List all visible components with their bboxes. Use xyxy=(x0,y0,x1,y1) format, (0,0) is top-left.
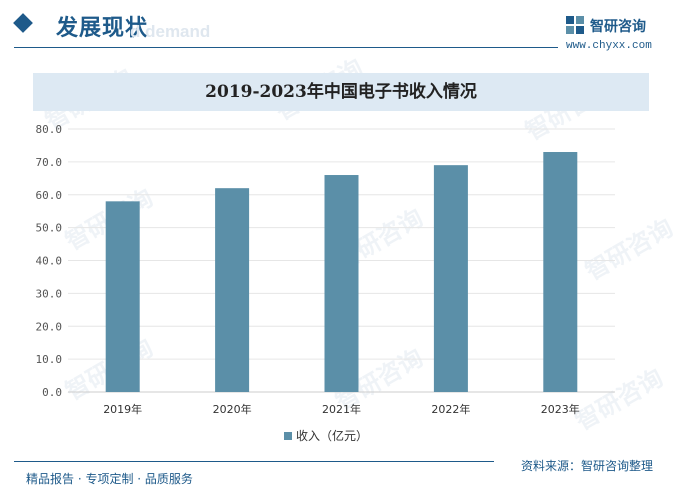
y-tick-label: 80.0 xyxy=(36,123,63,136)
header: 发展现状 d demand 智研咨询 www.chyxx.com xyxy=(0,0,681,52)
brand-url: www.chyxx.com xyxy=(566,40,652,52)
x-tick-label: 2023年 xyxy=(541,402,580,416)
y-tick-label: 70.0 xyxy=(36,156,63,169)
x-tick-label: 2019年 xyxy=(103,402,142,416)
ghost-text: d demand xyxy=(130,22,211,41)
y-tick-label: 10.0 xyxy=(36,353,63,366)
bar xyxy=(324,175,359,392)
brand-logo-icon xyxy=(566,16,584,34)
y-tick-label: 40.0 xyxy=(36,255,63,268)
chart-title-banner: 2019-2023年中国电子书收入情况 xyxy=(33,73,649,111)
y-tick-label: 20.0 xyxy=(36,320,63,333)
legend-label: 收入（亿元） xyxy=(296,428,368,443)
footer-tagline: 精品报告 · 专项定制 · 品质服务 xyxy=(26,472,193,486)
bar xyxy=(543,152,578,392)
header-divider xyxy=(14,47,558,48)
footer-divider xyxy=(14,461,494,462)
x-tick-label: 2021年 xyxy=(322,402,361,416)
brand-name: 智研咨询 xyxy=(590,19,646,35)
x-tick-label: 2020年 xyxy=(213,402,252,416)
chart-title: 2019-2023年中国电子书收入情况 xyxy=(205,82,477,102)
bar xyxy=(433,165,468,392)
legend-swatch xyxy=(284,432,292,440)
y-tick-label: 0.0 xyxy=(42,386,62,399)
y-tick-label: 30.0 xyxy=(36,287,63,300)
section-title: 发展现状 xyxy=(56,16,149,41)
x-tick-label: 2022年 xyxy=(431,402,470,416)
y-tick-label: 60.0 xyxy=(36,189,63,202)
y-tick-label: 50.0 xyxy=(36,222,63,235)
footer-source: 资料来源：智研咨询整理 xyxy=(521,459,654,473)
bar xyxy=(105,201,140,392)
bar xyxy=(215,188,250,392)
